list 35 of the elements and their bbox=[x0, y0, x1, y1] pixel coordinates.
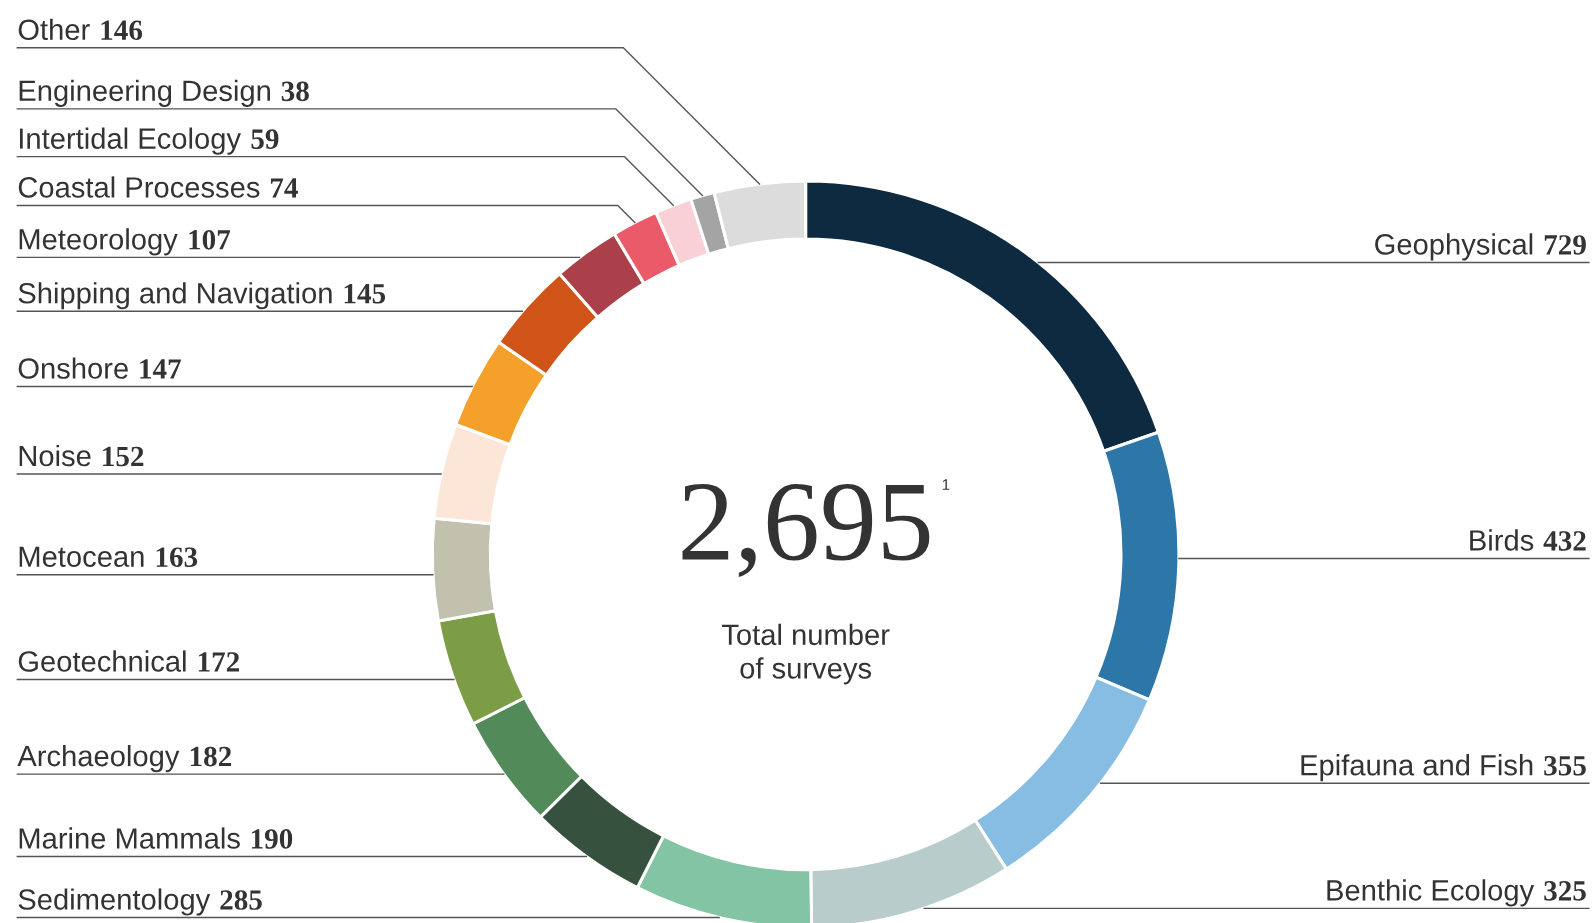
slice-label: Noise bbox=[19, 444, 91, 467]
data-label: 38 bbox=[281, 81, 309, 102]
slice-label: Birds bbox=[1470, 529, 1534, 551]
slice-label: Metocean bbox=[19, 546, 144, 568]
data-label: 432 bbox=[1543, 531, 1586, 551]
slice-label: Epifauna and Fish bbox=[1301, 754, 1533, 782]
data-label: 147 bbox=[140, 359, 181, 379]
slice-label: Meteorology bbox=[19, 228, 178, 256]
data-label: 145 bbox=[344, 284, 386, 304]
slice-label: Coastal Processes bbox=[18, 176, 260, 198]
data-label: 107 bbox=[189, 229, 231, 250]
data-label: 285 bbox=[220, 890, 262, 910]
data-label: 182 bbox=[190, 746, 232, 767]
data-label: 74 bbox=[270, 178, 298, 198]
slice-label: Intertidal Ecology bbox=[19, 127, 241, 155]
data-label: 152 bbox=[103, 446, 144, 467]
slice-label: Engineering Design bbox=[19, 79, 270, 107]
text: Total number of surveys bbox=[722, 623, 890, 685]
slice-label: Archaeology bbox=[17, 744, 180, 773]
slice-label: Benthic Ecology bbox=[1327, 879, 1535, 907]
data-label: 355 bbox=[1544, 755, 1586, 776]
slice-label: Shipping and Navigation bbox=[18, 282, 332, 310]
slice-label: Geotechnical bbox=[18, 650, 186, 672]
slice-label: Other bbox=[18, 18, 90, 41]
slice-label: Sedimentology bbox=[18, 888, 211, 916]
data-label: 729 bbox=[1544, 235, 1586, 255]
data-label: 59 bbox=[251, 129, 279, 149]
data-label: 190 bbox=[251, 829, 293, 849]
data-label: 325 bbox=[1544, 881, 1586, 901]
slice-label: Onshore bbox=[18, 357, 128, 379]
slice-label: Marine Mammals bbox=[19, 827, 240, 849]
slice-label: Geophysical bbox=[1375, 233, 1533, 261]
data-label: 172 bbox=[198, 652, 240, 672]
data-label: 163 bbox=[156, 547, 198, 568]
data-label: 146 bbox=[101, 20, 143, 41]
